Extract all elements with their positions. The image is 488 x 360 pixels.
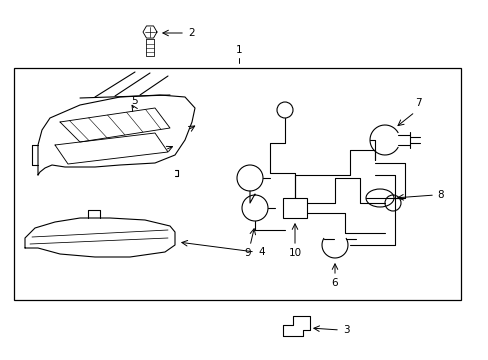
Bar	[14, 68, 460, 300]
Text: 10: 10	[288, 248, 301, 258]
Text: 1: 1	[235, 45, 242, 55]
Text: 2: 2	[187, 28, 194, 38]
Text: 5: 5	[131, 96, 138, 106]
Bar	[283, 198, 306, 218]
Text: 4: 4	[258, 247, 264, 257]
Text: 3: 3	[342, 325, 349, 335]
Text: 7: 7	[414, 98, 421, 108]
Text: 9: 9	[244, 248, 251, 258]
Text: 6: 6	[331, 278, 338, 288]
Text: 8: 8	[436, 190, 443, 200]
